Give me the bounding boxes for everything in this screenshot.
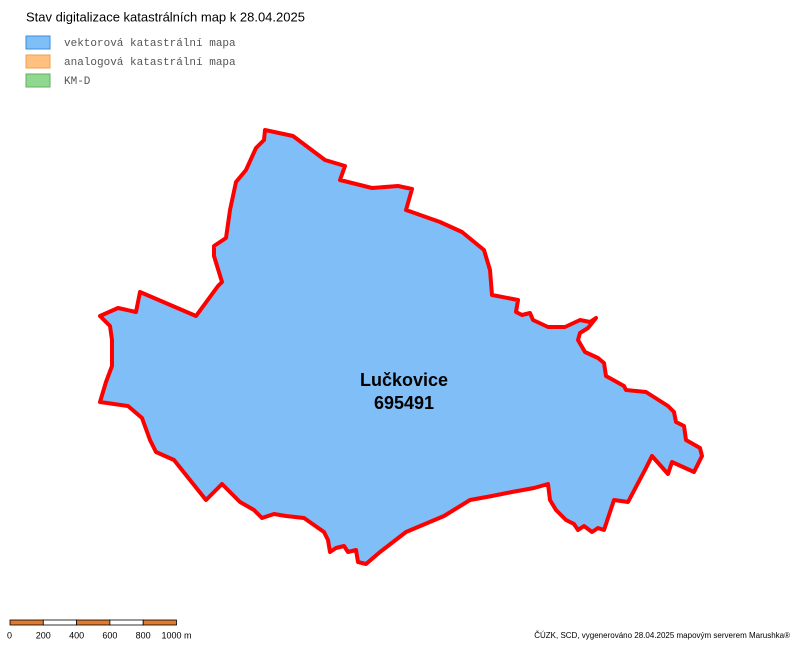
legend-label: KM-D <box>64 76 91 88</box>
legend-swatch <box>25 54 51 69</box>
map-title: Stav digitalizace katastrálních map k 28… <box>26 9 305 24</box>
scale-segment <box>9 619 44 626</box>
scale-segment <box>109 619 144 626</box>
scale-bar: 0 200 400 600 800 1000 m <box>7 619 192 640</box>
scale-segment <box>142 619 177 626</box>
scale-label: 1000 m <box>162 630 192 640</box>
scale-label: 800 <box>136 630 151 640</box>
region-name: Lučkovice <box>360 370 448 390</box>
scale-label: 400 <box>69 630 84 640</box>
legend-swatch <box>25 35 51 50</box>
scale-label: 600 <box>102 630 117 640</box>
scale-segment <box>76 619 111 626</box>
region-code: 695491 <box>374 393 434 413</box>
legend: vektorová katastrální mapa analogová kata… <box>25 35 236 88</box>
legend-swatch <box>25 73 51 88</box>
cadastral-area <box>98 128 704 566</box>
footer: ČÚZK, SCD, vygenerováno 28.04.2025 mapov… <box>534 631 790 640</box>
legend-label: analogová katastrální mapa <box>64 57 236 69</box>
scale-label: 0 <box>7 630 12 640</box>
scale-segment <box>42 619 77 626</box>
legend-label: vektorová katastrální mapa <box>64 38 236 50</box>
scale-label: 200 <box>36 630 51 640</box>
